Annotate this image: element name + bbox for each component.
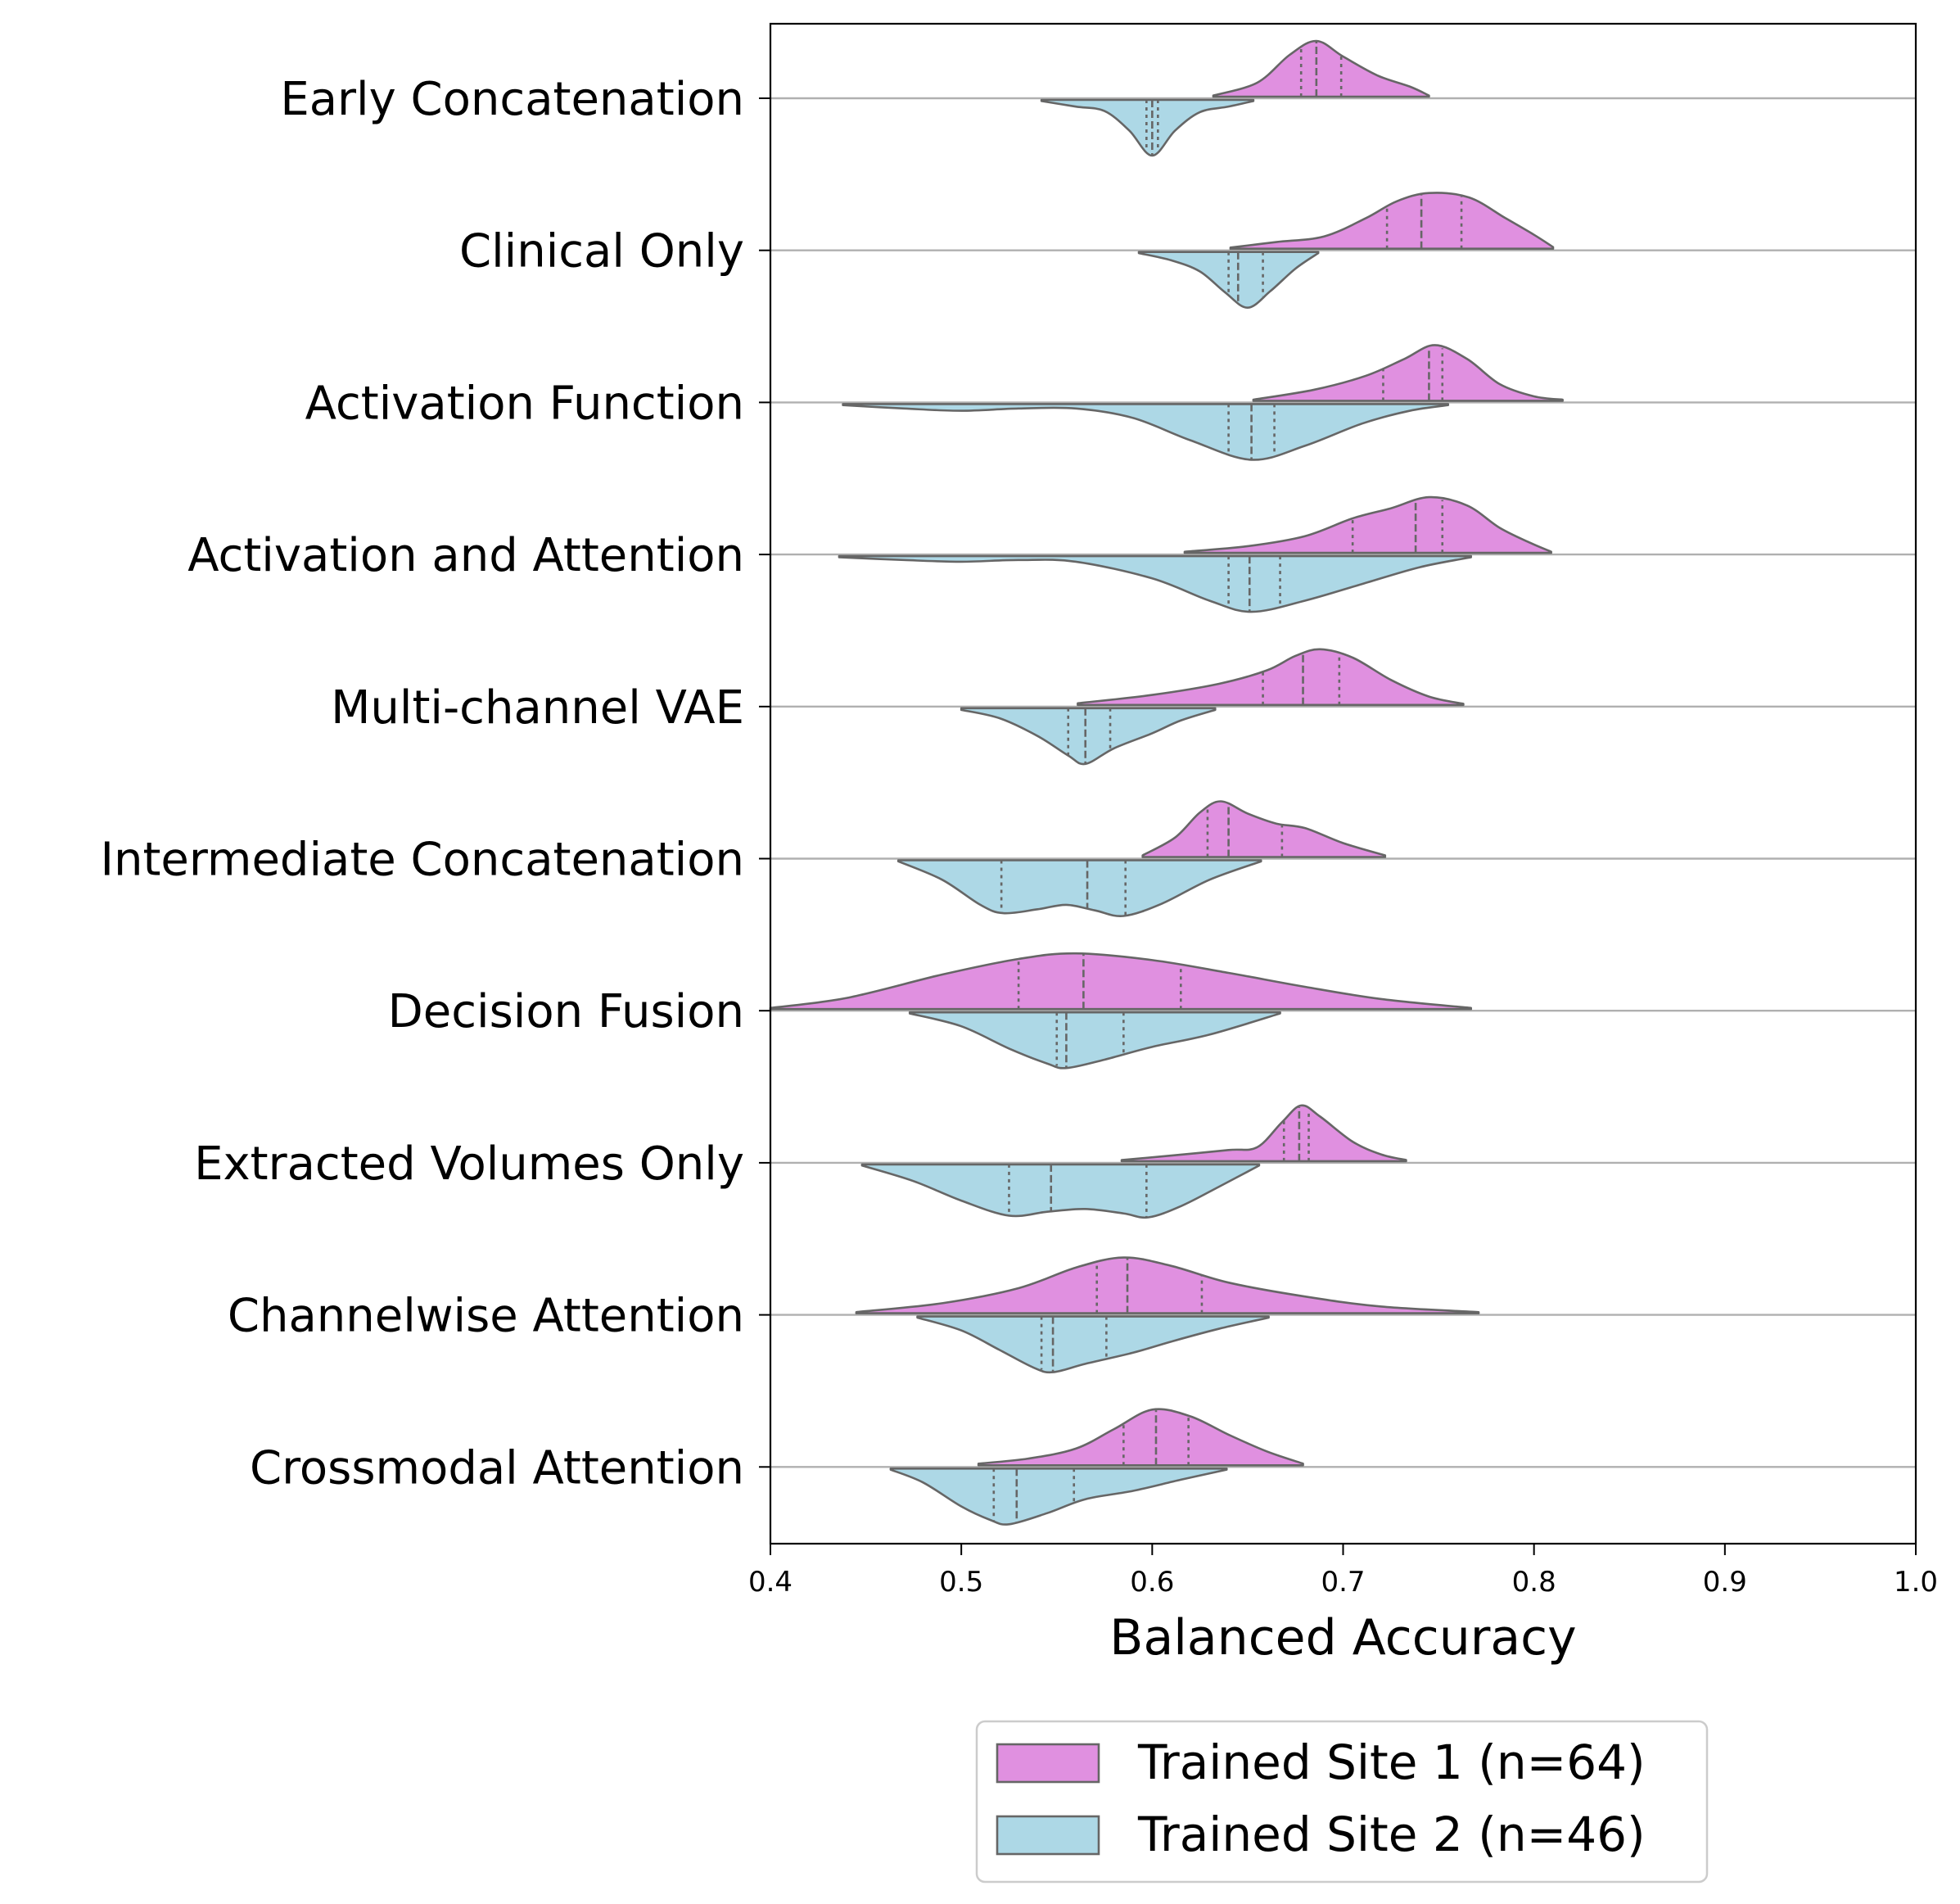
x-tick-label: 0.7 <box>1321 1566 1365 1599</box>
violin-2-6 <box>896 859 1262 917</box>
legend-swatch <box>996 1743 1100 1784</box>
violin-1-3 <box>1252 344 1564 402</box>
category-label: Activation Function <box>305 377 744 430</box>
violin-1-9 <box>855 1256 1480 1314</box>
category-label: Multi-channel VAE <box>331 681 744 735</box>
violin-body <box>1212 39 1430 98</box>
category-label: Extracted Volumes Only <box>194 1137 744 1191</box>
x-tick-label: 0.9 <box>1703 1566 1747 1599</box>
x-tick-label: 1.0 <box>1894 1566 1938 1599</box>
violin-body <box>860 1163 1261 1219</box>
violin-1-5 <box>1077 648 1465 707</box>
category-label: Decision Fusion <box>388 985 744 1038</box>
x-tick-label: 0.6 <box>1130 1566 1174 1599</box>
violin-body <box>1077 648 1465 707</box>
x-tick-label: 0.5 <box>939 1566 983 1599</box>
violin-1-1 <box>1212 39 1430 98</box>
violin-2-2 <box>1137 251 1320 310</box>
violin-2-10 <box>889 1468 1228 1526</box>
legend-label: Trained Site 1 (n=64) <box>1137 1734 1646 1790</box>
x-tick-label: 0.4 <box>748 1566 793 1599</box>
violin-body <box>838 554 1473 613</box>
violin-1-4 <box>1183 495 1552 554</box>
violin-1-6 <box>1141 800 1387 858</box>
violin-2-1 <box>1040 98 1255 157</box>
violin-2-7 <box>908 1011 1281 1070</box>
x-axis: 0.4 0.5 0.6 0.7 0.8 0.9 1.0 <box>748 1544 1938 1599</box>
legend-swatch <box>996 1815 1100 1856</box>
violin-body <box>977 1408 1304 1467</box>
category-label: Channelwise Attention <box>228 1290 744 1343</box>
violin-2-8 <box>860 1163 1261 1219</box>
violin-1-8 <box>1120 1104 1407 1163</box>
violin-body <box>1137 251 1320 310</box>
violins <box>769 39 1564 1526</box>
category-label: Clinical Only <box>459 225 744 278</box>
violin-body <box>896 859 1262 917</box>
violin-body <box>855 1256 1480 1314</box>
category-label: Activation and Attention <box>187 529 744 582</box>
y-axis: Early Concatenation Clinical Only Activati… <box>100 73 770 1495</box>
violin-body <box>842 403 1450 461</box>
category-label: Early Concatenation <box>280 73 744 126</box>
x-axis-label: Balanced Accuracy <box>1109 1609 1576 1667</box>
violin-2-3 <box>842 403 1450 461</box>
x-tick-label: 0.8 <box>1512 1566 1556 1599</box>
violin-body <box>889 1468 1228 1526</box>
violin-body <box>916 1315 1270 1374</box>
violin-2-9 <box>916 1315 1270 1374</box>
violin-body <box>769 952 1473 1011</box>
violin-body <box>1252 344 1564 402</box>
violin-1-10 <box>977 1408 1304 1467</box>
gridlines <box>770 97 1916 1468</box>
category-label: Intermediate Concatenation <box>100 834 744 887</box>
violin-2-5 <box>960 707 1217 766</box>
violin-1-7 <box>769 952 1473 1011</box>
violin-body <box>1183 495 1552 554</box>
violin-body <box>1229 192 1555 250</box>
violin-2-4 <box>838 554 1473 613</box>
violin-1-2 <box>1229 192 1555 250</box>
legend-frame <box>975 1720 1709 1884</box>
violin-body <box>1141 800 1387 858</box>
violin-body <box>1120 1104 1407 1163</box>
legend: Trained Site 1 (n=64) Trained Site 2 (n=4… <box>975 1720 1709 1884</box>
category-label: Crossmodal Attention <box>250 1441 744 1495</box>
legend-label: Trained Site 2 (n=46) <box>1137 1807 1646 1862</box>
